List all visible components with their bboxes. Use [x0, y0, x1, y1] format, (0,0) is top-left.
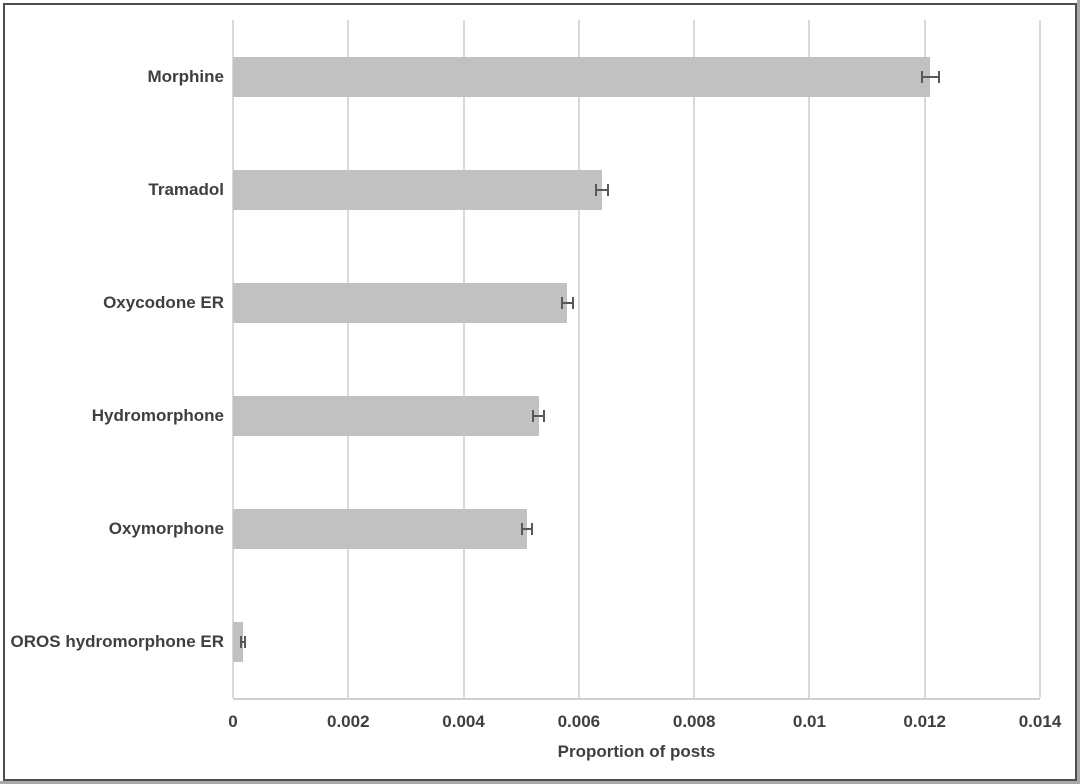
gridline [693, 20, 696, 698]
bar-oros-hydromorphone-er [233, 621, 243, 662]
category-label: Tramadol [148, 179, 224, 199]
error-bar-cap [240, 635, 243, 648]
plot-area [232, 20, 1041, 700]
bar-tramadol [233, 169, 602, 210]
error-bar [922, 75, 939, 78]
error-bar-cap [937, 70, 940, 83]
error-bar-cap [243, 635, 246, 648]
x-tick-label: 0.002 [327, 712, 370, 731]
x-axis-title: Proportion of posts [557, 742, 716, 761]
figure-edge-shade [1077, 0, 1080, 784]
bar-hydromorphone [233, 395, 539, 436]
error-bar-cap [595, 183, 598, 196]
x-tick-label: 0.004 [442, 712, 485, 731]
error-bar-cap [530, 522, 533, 535]
error-bar [562, 301, 573, 304]
error-bar-cap [571, 296, 574, 309]
x-tick-label: 0 [228, 712, 238, 731]
figure-edge-shade [0, 781, 1080, 784]
error-bar [532, 414, 545, 417]
bar-oxymorphone [233, 508, 527, 549]
category-label: Oxymorphone [108, 518, 224, 538]
error-bar-cap [543, 409, 546, 422]
x-tick-label: 0.01 [792, 712, 826, 731]
x-tick-label: 0.012 [903, 712, 946, 731]
error-bar-cap [921, 70, 924, 83]
error-bar-cap [531, 409, 534, 422]
bar-morphine [233, 56, 931, 97]
gridline [347, 20, 350, 698]
gridline [808, 20, 811, 698]
error-bar-cap [606, 183, 609, 196]
x-tick-label: 0.006 [557, 712, 601, 731]
gridline [462, 20, 465, 698]
category-label: Hydromorphone [91, 405, 224, 425]
gridline [232, 20, 234, 698]
error-bar [241, 640, 245, 643]
error-bar [522, 527, 532, 530]
gridline [1039, 20, 1041, 698]
category-label: Oxycodone ER [103, 292, 224, 312]
gridline [577, 20, 580, 698]
bar-oxycodone-er [233, 282, 568, 323]
error-bar-cap [561, 296, 564, 309]
error-bar [596, 188, 608, 191]
category-label: OROS hydromorphone ER [10, 631, 224, 651]
gridline [923, 20, 926, 698]
category-label: Morphine [147, 66, 225, 86]
error-bar-cap [521, 522, 524, 535]
x-tick-label: 0.014 [1018, 712, 1062, 731]
x-tick-label: 0.008 [672, 712, 716, 731]
